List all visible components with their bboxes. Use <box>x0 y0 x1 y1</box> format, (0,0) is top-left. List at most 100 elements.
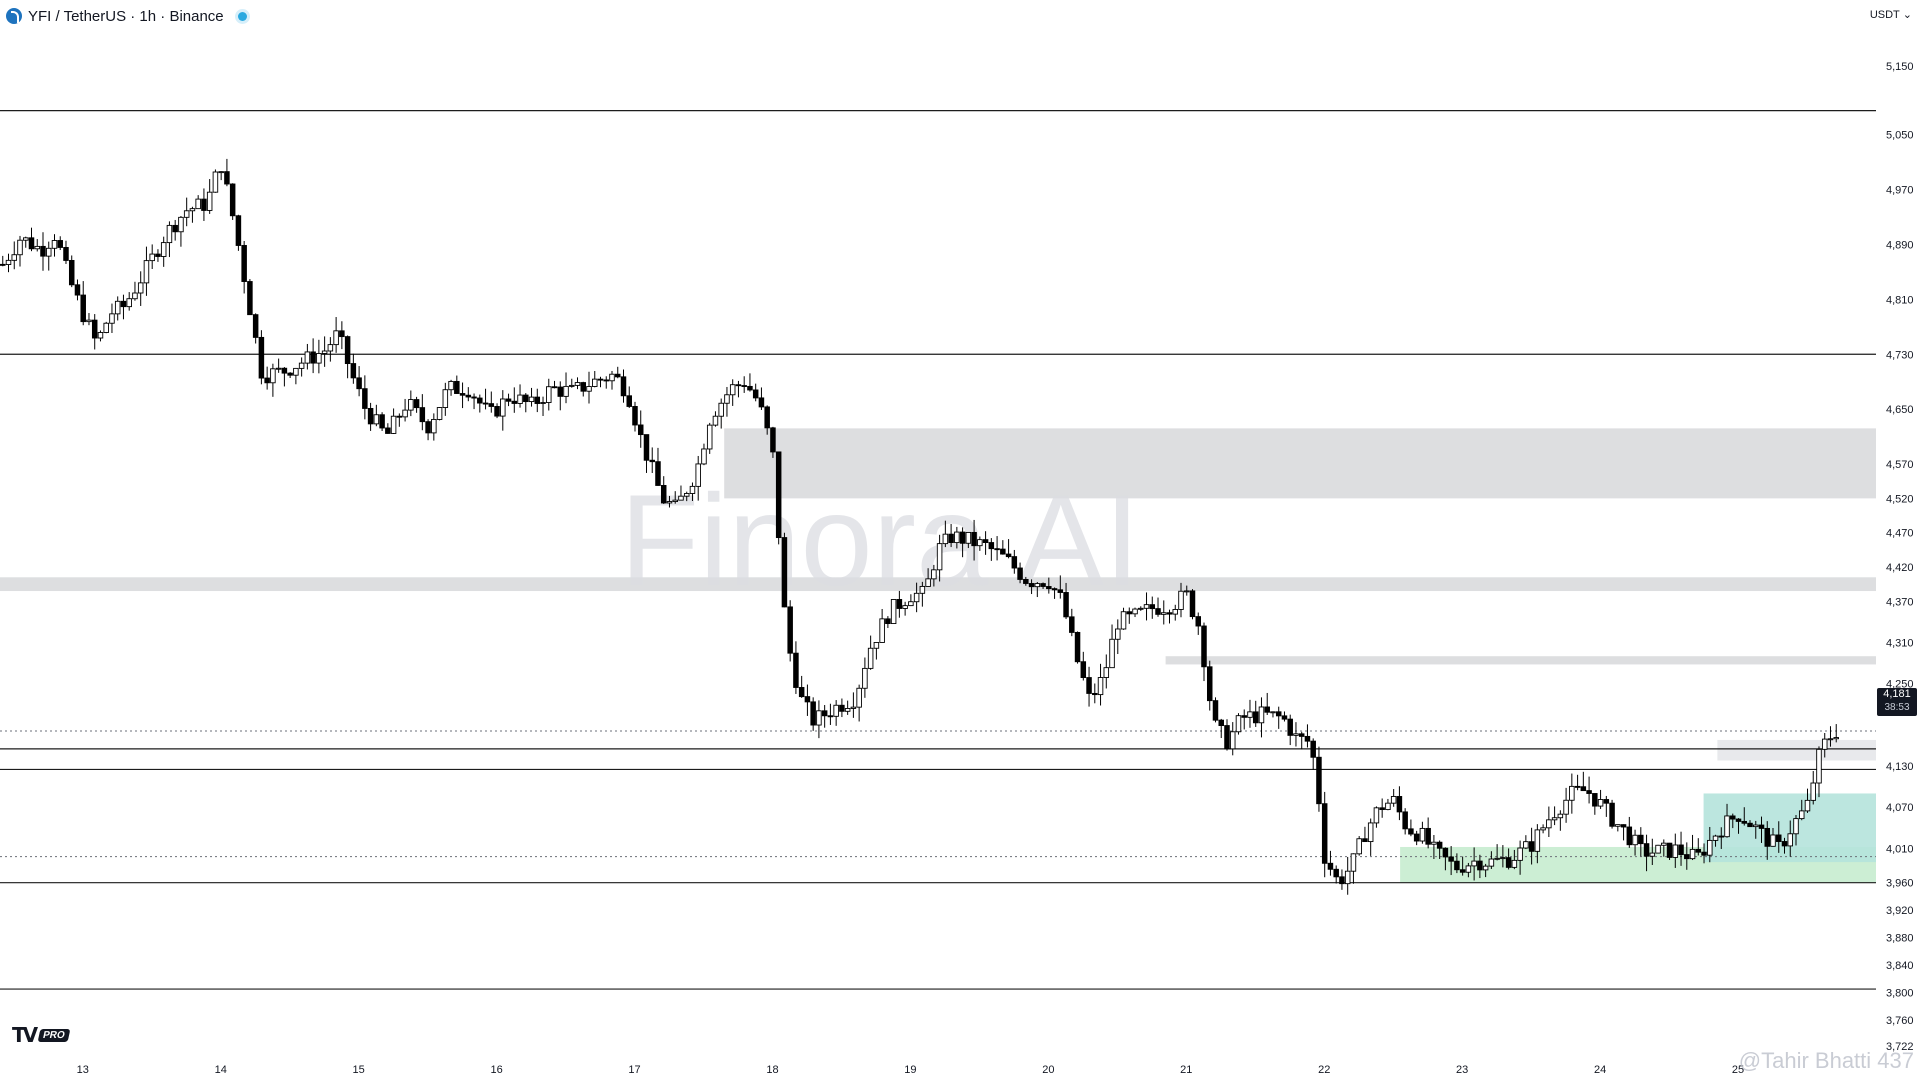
candle-274 <box>1574 774 1581 791</box>
candle-184 <box>1057 575 1064 599</box>
price-tick-5: 4,730 <box>1886 349 1914 361</box>
candle-33 <box>189 206 196 223</box>
candle-287 <box>1649 838 1656 865</box>
candle-73 <box>419 394 426 431</box>
candle-135 <box>775 451 782 545</box>
candle-293 <box>1684 842 1690 870</box>
candle-217 <box>1247 699 1253 728</box>
candle-212 <box>1218 718 1224 739</box>
candle-77 <box>442 382 449 416</box>
candle-11 <box>63 240 69 264</box>
candle-281 <box>1615 824 1621 832</box>
candle-21 <box>120 294 127 320</box>
candle-62 <box>356 366 362 397</box>
date-tick-7: 20 <box>1042 1064 1054 1076</box>
candle-91 <box>523 393 529 413</box>
date-tick-5: 18 <box>766 1064 778 1076</box>
candle-164 <box>942 520 949 548</box>
candle-19 <box>109 303 115 334</box>
candle-260 <box>1494 844 1500 861</box>
candle-175 <box>1005 539 1012 559</box>
candle-266 <box>1528 827 1535 865</box>
candle-280 <box>1609 799 1615 829</box>
candle-272 <box>1563 787 1569 823</box>
candle-134 <box>770 426 776 458</box>
candle-109 <box>626 386 632 408</box>
candle-297 <box>1707 826 1713 863</box>
candle-222 <box>1275 706 1282 729</box>
candle-15 <box>86 313 92 326</box>
candle-143 <box>821 705 828 728</box>
candle-160 <box>919 581 926 607</box>
symbol-title[interactable]: YFI / TetherUS · 1h · Binance <box>28 7 224 25</box>
candle-71 <box>408 390 414 417</box>
candle-251 <box>1442 847 1449 871</box>
candle-214 <box>1229 722 1236 756</box>
tradingview-logo[interactable]: TV PRO <box>12 1023 71 1047</box>
candle-253 <box>1454 853 1460 874</box>
candle-93 <box>534 388 541 413</box>
candle-156 <box>896 590 903 618</box>
candle-133 <box>764 405 770 435</box>
candle-58 <box>333 317 339 353</box>
candle-162 <box>931 564 937 587</box>
zone-lightgrey-5 <box>1717 739 1876 761</box>
candle-26 <box>149 244 155 269</box>
candle-263 <box>1511 849 1518 870</box>
candle-187 <box>1074 631 1081 664</box>
date-tick-11: 24 <box>1594 1064 1606 1076</box>
candle-275 <box>1580 771 1587 792</box>
chevron-down-icon: ⌄ <box>1902 9 1912 21</box>
candle-216 <box>1241 709 1247 730</box>
candle-254 <box>1459 856 1466 876</box>
candle-59 <box>339 321 345 350</box>
candle-70 <box>402 398 408 422</box>
candle-119 <box>683 491 690 502</box>
candle-126 <box>724 386 730 417</box>
candle-23 <box>132 281 138 301</box>
candle-101 <box>580 381 587 397</box>
candle-288 <box>1655 844 1661 854</box>
candle-249 <box>1431 835 1437 860</box>
candle-36 <box>206 179 213 214</box>
candle-255 <box>1465 862 1472 878</box>
candle-250 <box>1436 840 1443 859</box>
candle-177 <box>1017 562 1023 584</box>
candle-314 <box>1804 788 1811 813</box>
candle-7 <box>40 232 46 271</box>
time-axis[interactable]: 13 14 15 16 17 18 19 20 21 22 23 24 25 <box>77 1064 1745 1076</box>
currency-selector[interactable]: USDT ⌄ <box>1869 8 1912 22</box>
candle-39 <box>224 158 230 187</box>
date-tick-12: 25 <box>1732 1064 1744 1076</box>
currency-label: USDT <box>1869 8 1900 21</box>
candle-210 <box>1206 660 1213 711</box>
candle-96 <box>551 380 558 389</box>
candle-205 <box>1178 582 1184 618</box>
candle-285 <box>1638 827 1644 857</box>
candle-2 <box>11 241 18 270</box>
candle-189 <box>1086 666 1092 707</box>
candle-308 <box>1770 827 1776 847</box>
candle-132 <box>758 387 765 410</box>
chart-header[interactable]: YFI / TetherUS · 1h · Binance <box>6 6 247 26</box>
candle-31 <box>178 215 184 247</box>
candle-295 <box>1695 838 1702 856</box>
candle-242 <box>1390 789 1397 807</box>
candle-154 <box>885 616 891 629</box>
candle-3 <box>17 235 23 267</box>
candle-61 <box>350 353 357 384</box>
candle-240 <box>1379 798 1385 818</box>
candle-18 <box>103 321 109 334</box>
price-tick-10: 4,420 <box>1886 562 1914 574</box>
price-tick-9: 4,470 <box>1886 528 1914 540</box>
candle-291 <box>1672 833 1679 868</box>
price-tick-13: 4,250 <box>1886 679 1914 691</box>
price-tick-2: 4,970 <box>1886 185 1914 197</box>
price-axis[interactable]: 5,150 5,050 4,970 4,890 4,810 4,730 4,650 4,570… <box>1886 61 1914 1053</box>
candle-34 <box>195 195 201 210</box>
candle-80 <box>459 382 466 409</box>
candle-247 <box>1419 821 1426 844</box>
candle-299 <box>1718 827 1725 849</box>
candle-246 <box>1413 830 1420 846</box>
